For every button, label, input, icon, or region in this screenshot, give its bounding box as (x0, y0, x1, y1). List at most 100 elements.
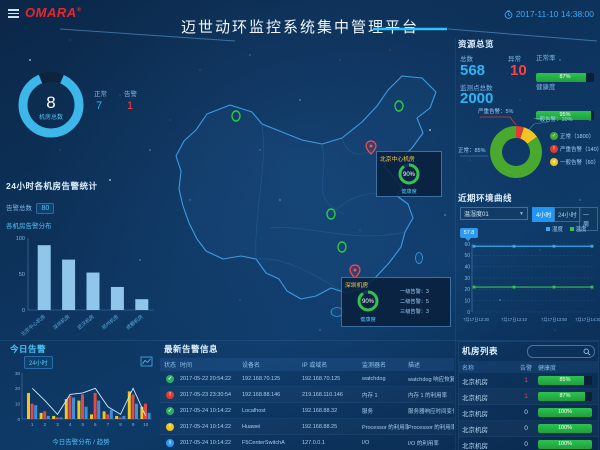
header-decor-lines (59, 27, 598, 42)
alarm-table-row[interactable]: ✓ 2017-05-24 10:14:22 Localhost 192.168.88.… (160, 403, 454, 419)
alarm-col-header: 时间 (180, 363, 193, 369)
tooltip-alarm-line: 二级告警：5 (400, 299, 429, 305)
today-combo-chart: 0 10 20 30 1 2 3 4 5 6 7 8 9 10 (15, 371, 152, 427)
svg-text:100: 100 (16, 236, 25, 242)
search-icon[interactable] (583, 348, 591, 356)
alarm-cell: 192.168.88.25 (302, 423, 338, 430)
alarm-cell: 192.168.70.125 (242, 375, 281, 382)
svg-text:90%: 90% (403, 172, 416, 178)
alarm-table-row[interactable]: ✓ 2017-05-22 20:54:22 192.168.70.125 192.16… (160, 371, 454, 387)
room-list-body: 北京机房 1 85% 北京机房 1 87% 北京机房 0 100% 北京机房 0 100% 北京机房 0 1… (459, 373, 598, 450)
today-title: 今日告警 (10, 344, 47, 354)
resource-title: 资源总览 (458, 39, 495, 49)
datetime-display: 2017-11-10 14:38:00 (504, 9, 594, 19)
room-ok-marker[interactable] (326, 208, 336, 220)
svg-text:30: 30 (15, 371, 21, 376)
room-alarm-marker[interactable] (365, 140, 377, 155)
svg-text:40: 40 (464, 264, 470, 270)
alarm-total-badge: 80 (36, 203, 55, 214)
alarm-cell: 内存 1 的利用率 (408, 392, 448, 399)
room-list-row[interactable]: 北京机房 0 100% (459, 405, 598, 421)
chevron-down-icon: ▼ (519, 210, 524, 217)
room-alarm-count: 0 (524, 441, 528, 448)
room-search-input[interactable] (531, 347, 583, 356)
svg-text:10: 10 (143, 422, 149, 427)
room-health-bar: 100% (538, 440, 592, 449)
room-list-row[interactable]: 北京机房 0 100% (459, 421, 598, 437)
rooms-alarm-label: 告警 (124, 91, 137, 98)
svg-text:郑州机房: 郑州机房 (100, 313, 120, 331)
alarm-table-row[interactable]: ! 2017-05-23 23:30:54 192.168.88.146 219.16… (160, 387, 454, 403)
env-range-24h-button[interactable]: 24小时 (554, 207, 581, 222)
svg-text:10: 10 (464, 298, 470, 304)
room-name: 北京机房 (462, 410, 488, 418)
svg-text:北京中心机房: 北京中心机房 (19, 313, 46, 338)
room-ok-marker[interactable] (394, 100, 404, 112)
resource-total-label: 总数 (460, 56, 473, 63)
rooms-alarm-value: 1 (127, 100, 134, 112)
svg-text:深圳机房: 深圳机房 (52, 313, 72, 331)
alarm-table-body: ✓ 2017-05-22 20:54:22 192.168.70.125 192.16… (160, 371, 454, 450)
svg-text:50: 50 (19, 272, 25, 278)
room-list-row[interactable]: 北京机房 1 87% (459, 389, 598, 405)
points-total-label: 监测点总数 (460, 85, 493, 92)
svg-text:2: 2 (44, 422, 47, 427)
stats-24h-title: 24小时各机房告警统计 (6, 181, 98, 191)
alarm-cell: watchdog (362, 375, 386, 382)
alarm-cell: Localhost (242, 407, 266, 414)
room-ok-marker[interactable] (337, 241, 347, 253)
room-health-bar: 100% (538, 408, 592, 417)
env-sensor-select[interactable]: 温湿度01 ▼ (460, 207, 528, 220)
room-col-header: 健康度 (538, 365, 557, 372)
room-name: 北京机房 (462, 378, 488, 386)
svg-text:7月17日12:30: 7月17日12:30 (463, 317, 490, 323)
alarm-status-icon: i (166, 438, 174, 447)
logo: OMARA® (25, 5, 82, 20)
shenzhen-room-tooltip: 深圳机房 90% 健康度 一级告警：3 二级告警：5 三级告警：3 (341, 277, 451, 327)
alarm-col-header: 状态 (163, 363, 176, 369)
svg-text:0: 0 (17, 417, 20, 422)
alarm-cell: 2017-05-24 10:14:22 (180, 423, 232, 430)
room-list-row[interactable]: 北京机房 0 100% (459, 437, 598, 450)
alarm-cell: Processor 的利用率 (362, 424, 408, 431)
menu-icon[interactable] (8, 9, 19, 20)
alarm-col-header: IP 或域名 (302, 363, 328, 369)
datetime-text: 2017-11-10 14:38:00 (515, 9, 594, 19)
resource-total-value: 568 (460, 62, 486, 79)
room-name: 北京机房 (462, 394, 488, 402)
svg-text:60: 60 (464, 242, 470, 248)
pie-legend-item: ✓ 正常（1800） (550, 132, 595, 140)
svg-text:5: 5 (81, 422, 84, 427)
latest-alarms-title: 最新告警信息 (164, 344, 219, 354)
room-list-panel: 机房列表 名称 告警 健康度 北京机房 1 85% 北京机房 1 87% 北京机房 0 100% 北京… (458, 341, 599, 450)
svg-text:武汉机房: 武汉机房 (76, 313, 96, 331)
alarm-cell: 219.168.110.146 (302, 391, 343, 398)
trend-icon[interactable] (140, 356, 153, 367)
svg-text:10: 10 (15, 401, 21, 406)
room-ok-marker[interactable] (231, 110, 241, 122)
resource-pie-panel: 严重告警：5% 一般告警：10% 正常：85% ✓ 正常（1800） ! 严重告警（1… (458, 106, 600, 192)
alarm-table-row[interactable]: ! 2017-05-24 10:14:22 Huawei 192.168.88.25 P… (160, 419, 454, 435)
room-list-row[interactable]: 北京机房 1 85% (459, 373, 598, 389)
room-health-bar: 85% (538, 376, 592, 385)
alarm-cell: Processor 的利用率 (408, 424, 454, 431)
alarm-cell: 2017-05-23 23:30:54 (180, 391, 232, 398)
room-col-header: 名称 (462, 365, 475, 372)
alarm-col-header: 描述 (408, 363, 421, 369)
svg-text:9: 9 (132, 422, 135, 427)
room-alarm-count: 1 (524, 393, 528, 400)
alarm-cell: 2017-05-22 20:54:22 (180, 375, 232, 382)
alarm-status-icon: ! (166, 390, 174, 399)
env-range-4h-button[interactable]: 4小时 (532, 207, 556, 222)
tooltip-title: 北京中心机房 (380, 157, 415, 163)
svg-text:成都机房: 成都机房 (125, 313, 145, 331)
alarm-table-row[interactable]: i 2017-05-24 10:14:22 F5CenterSwitchA 127.0… (160, 435, 454, 450)
svg-text:1: 1 (31, 422, 34, 427)
room-alarm-count: 0 (524, 425, 528, 432)
alarm-cell: watchdog 响应恢复 (408, 376, 454, 383)
room-search-box[interactable] (527, 345, 595, 358)
online-rate-label: 正常率 (536, 55, 556, 62)
env-range-week-button[interactable]: 一周 (579, 207, 598, 231)
